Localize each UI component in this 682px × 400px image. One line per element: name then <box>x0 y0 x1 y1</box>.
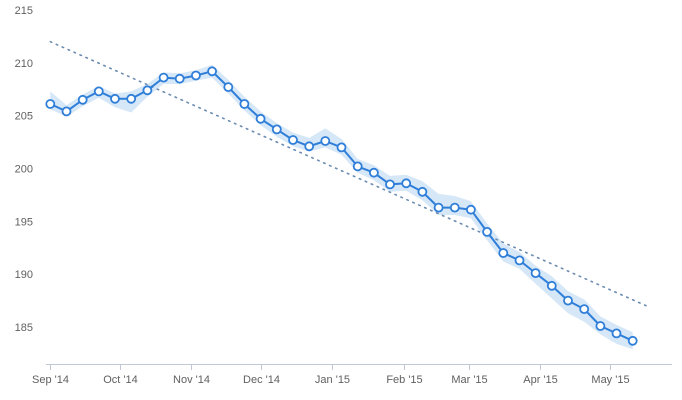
data-point-25 <box>449 202 460 213</box>
data-point-4 <box>110 93 120 104</box>
data-point-11 <box>223 82 234 92</box>
y-tick-label-215: 215 <box>15 5 33 17</box>
data-point-8 <box>174 73 185 84</box>
marker-layer <box>45 66 638 346</box>
data-point-31 <box>546 280 557 291</box>
x-tick-label-8: May '15 <box>591 374 629 386</box>
y-tick-label-195: 195 <box>15 216 33 228</box>
x-tick-label-3: Dec '14 <box>243 374 280 386</box>
data-point-18 <box>336 142 347 153</box>
data-point-9 <box>190 70 201 81</box>
data-point-1 <box>61 106 72 117</box>
data-point-29 <box>514 255 525 266</box>
data-point-6 <box>142 85 153 96</box>
data-point-0 <box>45 99 56 109</box>
data-point-36 <box>627 335 638 346</box>
data-point-22 <box>401 178 412 189</box>
data-point-32 <box>563 295 573 306</box>
x-tick-label-6: Mar '15 <box>451 374 487 386</box>
x-tick-label-5: Feb '15 <box>386 374 422 386</box>
data-point-17 <box>320 136 331 146</box>
data-point-21 <box>385 179 395 190</box>
data-point-14 <box>271 124 282 135</box>
data-point-16 <box>304 141 315 152</box>
data-point-34 <box>595 321 606 331</box>
data-point-7 <box>158 72 169 83</box>
confidence-band-layer <box>50 64 633 350</box>
data-point-30 <box>530 268 541 279</box>
data-point-5 <box>126 93 137 104</box>
x-tick-label-4: Jan '15 <box>315 374 350 386</box>
data-point-33 <box>579 304 590 315</box>
series-line-layer <box>49 70 634 342</box>
trend-layer <box>49 40 650 308</box>
confidence-band <box>50 64 633 350</box>
data-point-19 <box>352 161 363 172</box>
y-tick-label-210: 210 <box>15 58 33 70</box>
y-tick-label-205: 205 <box>15 111 33 123</box>
x-tick-label-2: Nov '14 <box>173 374 210 386</box>
series-line <box>49 70 634 342</box>
data-point-3 <box>93 86 104 97</box>
data-point-10 <box>207 66 218 77</box>
x-tick-label-1: Oct '14 <box>103 374 138 386</box>
data-point-12 <box>239 99 250 109</box>
data-point-26 <box>465 204 476 215</box>
data-point-35 <box>611 328 622 339</box>
trend-line <box>49 40 650 308</box>
y-tick-label-190: 190 <box>15 269 33 281</box>
data-point-13 <box>255 113 266 124</box>
data-point-28 <box>498 248 509 258</box>
data-point-24 <box>433 202 444 213</box>
data-point-2 <box>77 94 88 105</box>
y-tick-label-200: 200 <box>15 164 33 176</box>
x-tick-label-0: Sep '14 <box>32 374 69 386</box>
y-tick-label-185: 185 <box>15 322 33 334</box>
data-point-27 <box>482 226 493 237</box>
data-point-15 <box>288 135 298 145</box>
x-tick-label-7: Apr '15 <box>523 374 558 386</box>
data-point-20 <box>368 167 379 178</box>
data-point-23 <box>417 186 428 197</box>
axis-layer: 185 190 195 200 205 210 215 Sep '14 Oct '14 Nov '… <box>15 5 672 386</box>
